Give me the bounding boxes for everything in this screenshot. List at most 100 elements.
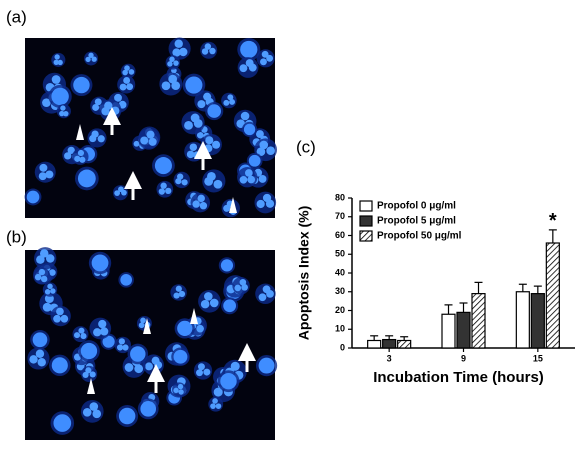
nucleus: [100, 327, 109, 336]
nucleus: [42, 302, 52, 312]
nucleus: [130, 346, 146, 362]
annotation: *: [549, 210, 557, 232]
nucleus: [179, 47, 188, 57]
nucleus: [266, 54, 274, 62]
nucleus: [60, 105, 66, 111]
bar: [456, 311, 471, 349]
nucleus: [248, 154, 261, 167]
nucleus: [37, 358, 46, 367]
nucleus: [77, 149, 85, 157]
nucleus: [49, 269, 56, 276]
nucleus: [45, 170, 54, 179]
y-tick-label: 50: [335, 249, 345, 259]
nucleus: [236, 119, 246, 128]
nucleus: [245, 59, 254, 67]
nucleus: [26, 190, 40, 204]
nucleus: [184, 120, 193, 130]
nucleus: [227, 94, 234, 101]
nucleus: [98, 319, 107, 329]
nucleus: [89, 402, 99, 411]
nucleus: [178, 290, 186, 298]
nucleus: [174, 39, 183, 48]
nucleus: [229, 98, 236, 105]
nucleus: [82, 371, 89, 379]
nucleus: [80, 342, 98, 360]
nucleus: [199, 202, 208, 210]
nucleus: [266, 146, 275, 156]
y-tick-label: 10: [335, 324, 345, 334]
nucleus: [178, 389, 184, 395]
nucleus: [207, 171, 216, 181]
nucleus: [239, 175, 248, 184]
nucleus: [73, 332, 81, 339]
nucleus: [91, 56, 97, 62]
nucleus: [186, 150, 195, 159]
arrows: [76, 107, 256, 394]
nucleus: [256, 199, 265, 209]
nucleus: [77, 169, 96, 188]
nucleus: [197, 100, 206, 109]
nucleus: [133, 140, 140, 147]
nucleus: [138, 322, 145, 329]
nucleus: [79, 156, 86, 163]
nucleus: [97, 135, 105, 143]
nucleus: [209, 47, 216, 55]
nucleus: [104, 101, 113, 110]
nucleus: [203, 92, 212, 101]
nucleus: [196, 369, 203, 377]
bar: [530, 293, 545, 349]
nucleus: [223, 99, 230, 106]
nucleus: [204, 144, 213, 153]
nucleus: [260, 58, 267, 66]
nucleus: [154, 157, 172, 175]
nucleus: [189, 143, 198, 151]
nucleus: [54, 54, 60, 60]
nucleus: [53, 314, 61, 323]
nucleus: [197, 194, 205, 203]
nucleus: [259, 140, 269, 150]
y-tick-label: 70: [335, 211, 345, 221]
y-tick-label: 80: [335, 192, 345, 202]
nucleus: [241, 284, 248, 291]
nucleus: [220, 259, 234, 272]
bar: [382, 338, 397, 349]
panel-label: (b): [6, 227, 27, 246]
nucleus: [207, 104, 222, 118]
legend-label: Propofol 50 μg/ml: [377, 231, 462, 242]
nucleus: [45, 254, 55, 263]
nucleus: [120, 274, 133, 286]
y-tick-label: 60: [335, 230, 345, 240]
nucleus: [258, 293, 267, 302]
nucleus: [114, 93, 122, 102]
panel-label: (a): [6, 7, 27, 26]
cell: [80, 365, 98, 383]
nucleus: [262, 285, 271, 294]
legend-swatch: [359, 230, 373, 242]
nucleus: [256, 147, 266, 157]
nucleus: [89, 371, 96, 378]
nucleus: [116, 344, 124, 351]
nucleus: [78, 327, 85, 334]
nucleus: [124, 65, 130, 71]
nucleus: [173, 349, 188, 364]
nucleus: [230, 361, 240, 371]
nucleus: [239, 64, 248, 73]
nucleus: [119, 83, 127, 91]
nucleus: [122, 344, 129, 351]
nucleus: [223, 299, 237, 313]
nucleus: [203, 368, 211, 376]
nucleus: [93, 328, 102, 337]
nucleus: [85, 56, 91, 63]
nucleus: [123, 77, 131, 84]
nucleus: [140, 136, 149, 145]
y-axis-label: Apoptosis Index (%): [296, 206, 312, 341]
y-tick-label: 20: [335, 305, 345, 315]
nucleus: [73, 76, 90, 94]
y-tick-label: 40: [335, 267, 345, 277]
nucleus: [140, 317, 146, 324]
nucleus: [192, 200, 200, 208]
nucleus: [220, 372, 237, 390]
nucleus: [63, 110, 69, 117]
nucleus: [243, 123, 256, 136]
nucleus: [50, 288, 56, 294]
